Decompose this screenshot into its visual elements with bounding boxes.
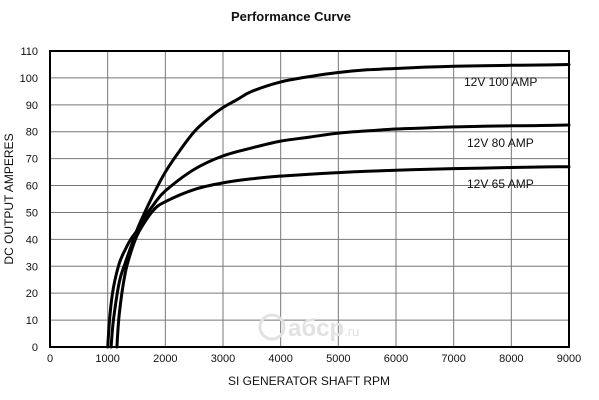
y-tick-label: 60 bbox=[26, 181, 38, 193]
watermark-logo-icon bbox=[258, 313, 286, 341]
y-tick-label: 110 bbox=[20, 46, 38, 58]
series-line-12v-65-amp bbox=[115, 165, 571, 349]
y-tick-label: 20 bbox=[26, 288, 38, 300]
y-tick-label: 70 bbox=[26, 154, 38, 166]
watermark: aбcp .ru bbox=[258, 313, 359, 342]
y-tick-label: 0 bbox=[32, 342, 38, 354]
plot-frame bbox=[49, 50, 570, 348]
watermark-suffix: .ru bbox=[344, 324, 359, 339]
y-axis-label: DC OUTPUT AMPERES bbox=[2, 133, 16, 264]
x-tick-label: 0 bbox=[47, 353, 53, 365]
y-tick-labels: 0 10 20 30 40 50 60 70 80 90 100 110 bbox=[20, 46, 38, 354]
series-label-12v-65-amp: 12V 65 AMP bbox=[467, 177, 534, 191]
x-tick-label: 9000 bbox=[557, 353, 581, 365]
x-tick-labels: 0 1000 2000 3000 4000 5000 6000 7000 8000 9000 bbox=[47, 353, 581, 365]
series-line-12v-80-amp bbox=[106, 123, 571, 349]
y-tick-label: 10 bbox=[26, 315, 38, 327]
x-tick-label: 1000 bbox=[95, 353, 119, 365]
x-tick-label: 2000 bbox=[153, 353, 177, 365]
x-tick-label: 5000 bbox=[326, 353, 350, 365]
x-tick-label: 8000 bbox=[499, 353, 523, 365]
x-tick-label: 4000 bbox=[268, 353, 292, 365]
series-curves bbox=[106, 63, 571, 349]
chart-title: Performance Curve bbox=[231, 9, 351, 24]
x-tick-label: 3000 bbox=[211, 353, 235, 365]
x-axis-label: SI GENERATOR SHAFT RPM bbox=[228, 374, 390, 388]
series-labels: 12V 100 AMP 12V 80 AMP 12V 65 AMP bbox=[464, 75, 537, 191]
y-tick-label: 80 bbox=[26, 127, 38, 139]
series-line-12v-100-amp bbox=[109, 63, 571, 349]
y-tick-label: 30 bbox=[26, 261, 38, 273]
y-tick-label: 100 bbox=[20, 73, 38, 85]
x-tick-label: 6000 bbox=[384, 353, 408, 365]
watermark-text: aбcp bbox=[288, 315, 344, 342]
series-label-12v-100-amp: 12V 100 AMP bbox=[464, 75, 537, 89]
x-tick-label: 7000 bbox=[441, 353, 465, 365]
y-tick-label: 50 bbox=[26, 207, 38, 219]
grid-lines bbox=[49, 50, 570, 348]
y-tick-label: 90 bbox=[26, 100, 38, 112]
series-label-12v-80-amp: 12V 80 AMP bbox=[467, 136, 534, 150]
y-tick-label: 40 bbox=[26, 234, 38, 246]
